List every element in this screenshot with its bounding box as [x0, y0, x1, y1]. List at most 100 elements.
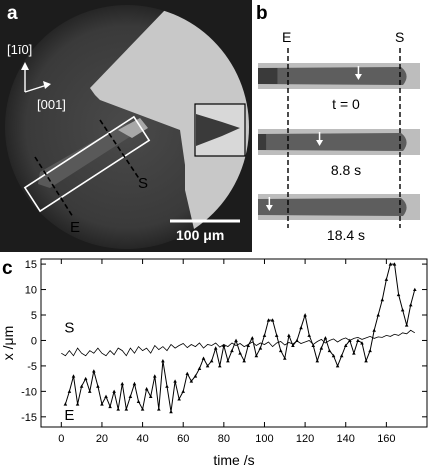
series-e-point	[87, 389, 92, 393]
line-e	[34, 156, 74, 218]
x-tick-label: 100	[255, 433, 273, 445]
series-e-point	[177, 397, 181, 401]
series-e-point	[282, 356, 287, 360]
series-e-point	[222, 343, 226, 348]
y-tick-label: -10	[21, 386, 37, 398]
series-e-point	[67, 389, 72, 393]
line-e-label: E	[70, 219, 80, 236]
series-e-point	[352, 351, 356, 355]
series-e-point	[152, 374, 157, 378]
series-e-point	[323, 336, 328, 340]
x-tick-label: 160	[377, 433, 395, 445]
series-e-point	[299, 325, 303, 330]
series-e-point	[380, 297, 385, 302]
series-e-point	[108, 404, 112, 409]
frame-stripe	[258, 67, 407, 85]
series-e-point	[193, 374, 198, 378]
series-e-point	[360, 341, 364, 345]
series-e-point	[124, 407, 129, 411]
x-tick-label: 80	[218, 433, 230, 445]
x-tick-label: 120	[296, 433, 314, 445]
x-axis-label: time /s	[213, 452, 254, 468]
series-e-point	[157, 407, 161, 411]
series-e-point	[189, 379, 194, 383]
series-e-point	[331, 353, 336, 358]
series-e-point	[404, 323, 409, 327]
series-e-point	[185, 371, 190, 376]
series-e-point	[92, 369, 96, 373]
panel-b-label: b	[256, 3, 268, 24]
series-e-point	[181, 389, 186, 393]
stripe-tip	[118, 118, 148, 138]
series-e-point	[165, 384, 169, 388]
series-e-point	[274, 333, 279, 337]
series-e-point	[104, 394, 108, 398]
series-e-point	[315, 359, 320, 363]
line-s-label: S	[138, 175, 148, 192]
frame-stripe-end	[258, 134, 267, 150]
series-e-point	[258, 346, 263, 350]
marker-s-label: S	[395, 29, 404, 45]
series-e-point	[311, 343, 316, 348]
series-e-point	[79, 384, 84, 388]
marker-e-label: E	[282, 29, 291, 45]
series-e-point	[384, 277, 389, 281]
series-e-point	[262, 333, 267, 337]
series-e-point	[400, 308, 405, 312]
frame-time-label: 8.8 s	[331, 162, 361, 178]
series-e-point	[213, 346, 218, 350]
scale-bar-label: 100 μm	[176, 227, 224, 243]
series-e-point	[197, 366, 202, 370]
axis-arrowhead-horizontal	[43, 81, 51, 89]
series-e-point	[287, 333, 291, 337]
y-tick-label: 10	[25, 285, 37, 297]
series-e-point	[356, 338, 360, 342]
frame-time-label: t = 0	[332, 96, 360, 112]
series-e-point	[75, 402, 80, 406]
y-tick-label: 0	[31, 335, 37, 347]
series-e-point	[335, 364, 340, 368]
panel-a-label: a	[7, 3, 18, 24]
series-e-point	[169, 409, 173, 414]
axis-arrowhead-vertical	[21, 62, 29, 70]
series-e-point	[368, 348, 372, 353]
plot-frame	[40, 258, 428, 428]
series-e-point	[327, 348, 332, 353]
series-e-point	[413, 287, 417, 292]
series-e-point	[63, 402, 68, 406]
series-e-point	[148, 394, 153, 398]
series-e-point	[408, 303, 413, 307]
x-tick-label: 0	[58, 433, 64, 445]
series-e-line	[64, 263, 416, 412]
frame-arrowhead	[265, 205, 273, 211]
series-e-point	[71, 374, 76, 378]
panel-c-label: c	[2, 258, 13, 279]
axis-arrow-horizontal	[24, 84, 48, 93]
series-e-point	[254, 353, 259, 358]
frame-arrowhead	[316, 140, 324, 146]
frame-stripe-end	[258, 68, 278, 84]
series-e-point	[161, 359, 165, 363]
series-e-point	[270, 318, 275, 322]
x-tick-label: 140	[337, 433, 355, 445]
series-e-label: E	[64, 407, 74, 424]
y-axis-label: x /μm	[0, 326, 16, 361]
series-e-point	[96, 384, 100, 388]
series-e-point	[100, 402, 104, 406]
x-tick-label: 60	[177, 433, 189, 445]
frame-stripe	[258, 198, 407, 216]
frame-2	[258, 194, 420, 220]
series-e-point	[116, 407, 120, 411]
series-e-point	[209, 359, 214, 363]
series-e-point	[238, 351, 242, 355]
series-e-point	[396, 292, 401, 297]
series-e-point	[246, 343, 251, 348]
frame-arrowhead	[354, 74, 362, 80]
frame-0	[258, 63, 420, 89]
series-e-point	[230, 348, 234, 353]
series-e-point	[128, 394, 133, 398]
frame-1	[258, 129, 420, 155]
series-e-point	[112, 389, 116, 393]
series-e-point	[201, 356, 206, 360]
x-tick-label: 20	[96, 433, 108, 445]
